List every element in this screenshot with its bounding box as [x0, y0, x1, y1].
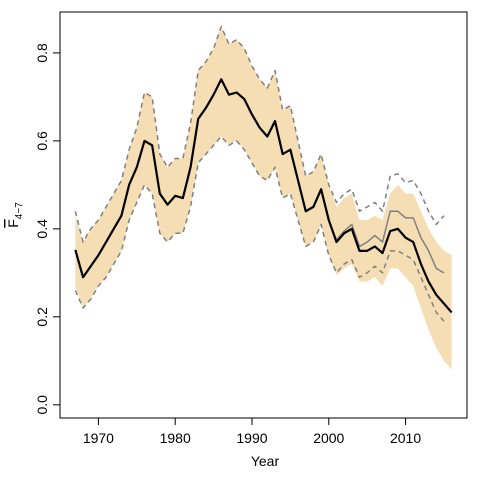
x-tick-label: 1980	[160, 430, 191, 446]
y-tick-label: 0.6	[34, 131, 50, 151]
y-label-symbol: F	[5, 219, 21, 228]
plot-frame	[59, 11, 468, 419]
x-tick-label: 1990	[236, 430, 267, 446]
plot-area	[74, 25, 453, 370]
y-tick-label: 0.2	[34, 307, 50, 327]
y-tick-label: 0.8	[34, 43, 50, 63]
y-tick-label: 0.0	[34, 395, 50, 415]
series-line	[74, 25, 445, 243]
x-tick-label: 2010	[390, 430, 421, 446]
y-label-subscript: 4−7	[14, 202, 25, 219]
series-line	[74, 78, 453, 314]
x-tick-label: 1970	[83, 430, 114, 446]
y-tick-label: 0.4	[34, 219, 50, 239]
series-line	[74, 135, 445, 322]
confidence-band	[75, 26, 452, 370]
x-axis-label: Year	[251, 453, 280, 469]
y-axis-label-text: F4−7	[5, 202, 25, 228]
x-tick-label: 2000	[313, 430, 344, 446]
y-axis-label: F4−7	[5, 202, 25, 228]
